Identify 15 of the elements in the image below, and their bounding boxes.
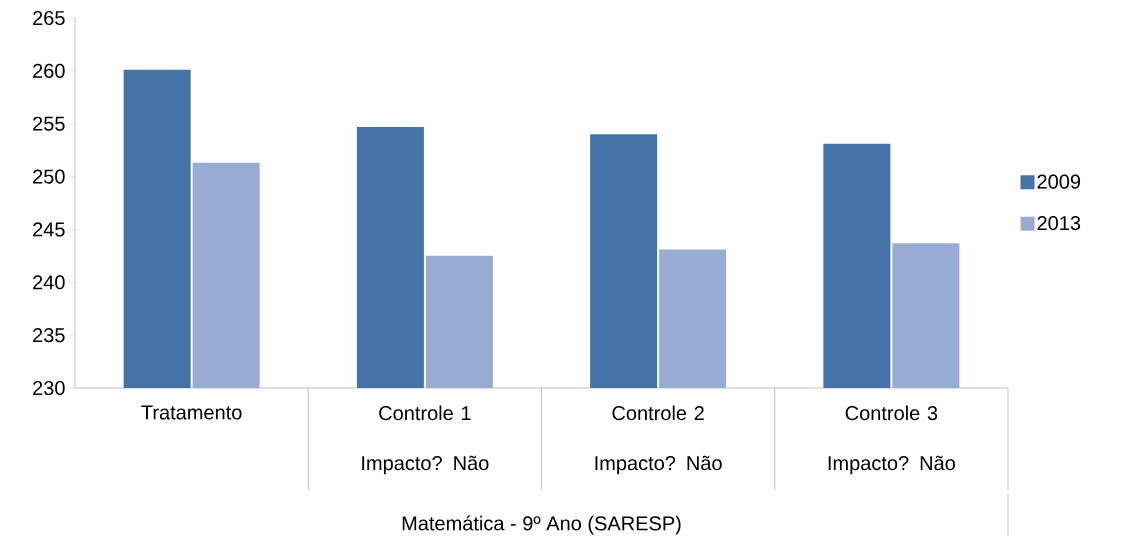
y-tick-label: 245 <box>33 222 65 237</box>
y-tick-label: 260 <box>33 63 65 78</box>
category-label: Controle 2 Impacto? Não <box>595 405 722 475</box>
y-tick-label: 250 <box>33 169 65 184</box>
text: Matemática - 9º Ano (SARESP) <box>402 515 681 535</box>
y-tick-label: 255 <box>33 116 65 131</box>
x-tick-label: Tratamento <box>141 405 242 420</box>
category-label: Controle 3 Impacto? Não <box>828 405 955 475</box>
category-label: Controle 1 Impacto? Não <box>362 405 489 475</box>
y-tick-label: 230 <box>33 380 65 396</box>
y-tick-label: 265 <box>33 10 65 26</box>
y-tick-label: 240 <box>33 275 65 290</box>
legend-label: 2013 <box>1037 216 1081 231</box>
y-tick-label: 235 <box>33 328 65 343</box>
legend-label: 2009 <box>1037 174 1081 189</box>
